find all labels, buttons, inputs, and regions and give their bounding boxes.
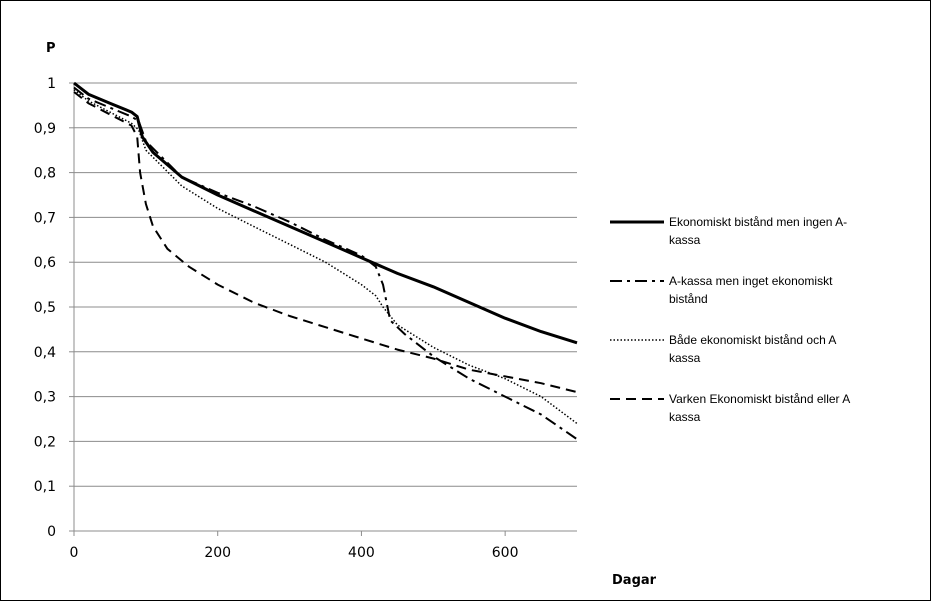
series-line-1	[73, 81, 578, 345]
y-tick-label: 1	[47, 76, 56, 92]
legend-label: kassa	[669, 351, 701, 365]
y-tick-label: 0,9	[34, 121, 56, 137]
x-tick-label: 600	[492, 545, 519, 561]
x-axis-title: Dagar	[612, 573, 657, 588]
legend: Ekonomiskt bistånd men ingen A-kassa A-ka…	[610, 215, 850, 424]
series-lines	[73, 81, 578, 441]
y-axis-title: P	[46, 41, 56, 56]
y-tick-label: 0,4	[34, 345, 56, 361]
x-tick-label: 0	[70, 545, 79, 561]
legend-label: Både ekonomiskt bistånd och A	[669, 333, 836, 347]
axes	[69, 82, 577, 536]
legend-label: bistånd	[669, 292, 708, 306]
legend-label: Ekonomiskt bistånd men ingen A-	[669, 215, 847, 229]
y-tick-label: 0,7	[34, 210, 56, 226]
y-tick-label: 0,2	[34, 434, 56, 450]
x-tick-label: 400	[348, 545, 375, 561]
y-tick-label: 0,6	[34, 255, 56, 271]
series-line-4	[73, 91, 578, 394]
y-tick-label: 0,5	[34, 300, 56, 316]
gridlines	[74, 82, 577, 487]
x-tick-labels: 0 200 400 600	[70, 545, 519, 561]
y-tick-labels: 0 0,1 0,2 0,3 0,4 0,5 0,6 0,7 0,8 0,9 1	[34, 76, 56, 540]
series-line-3	[73, 89, 578, 425]
legend-label: Varken Ekonomiskt bistånd eller A	[669, 392, 850, 406]
y-tick-label: 0,1	[34, 479, 56, 495]
y-tick-label: 0,8	[34, 166, 56, 182]
legend-label: kassa	[669, 233, 701, 247]
series-line-2	[73, 86, 578, 441]
legend-label: A-kassa men inget ekonomiskt	[669, 274, 833, 288]
y-tick-label: 0	[47, 524, 56, 540]
legend-label: kassa	[669, 410, 701, 424]
y-tick-label: 0,3	[34, 390, 56, 406]
x-tick-label: 200	[204, 545, 231, 561]
